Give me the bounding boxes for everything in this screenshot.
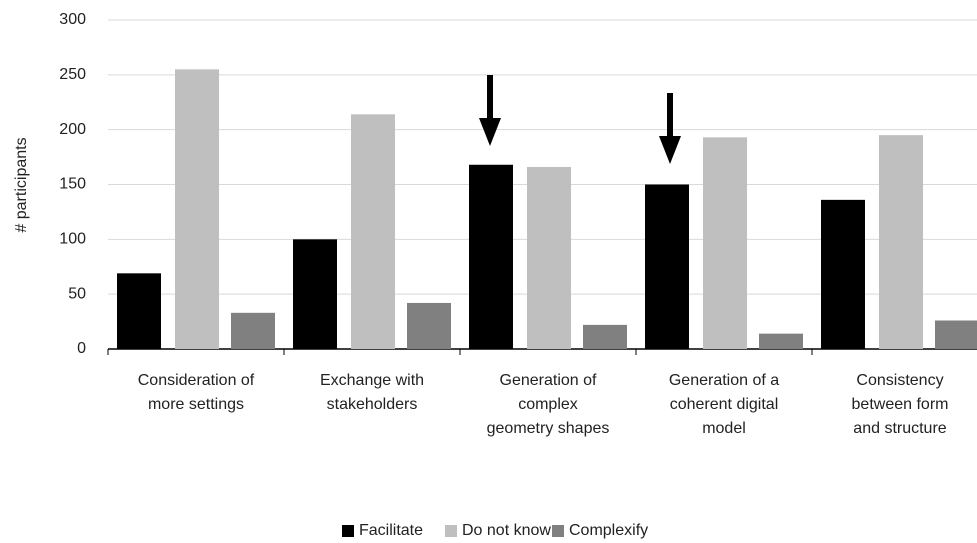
bar: [407, 302, 451, 349]
bar: [935, 320, 977, 349]
bar: [293, 239, 337, 349]
bar: [583, 324, 627, 349]
legend-swatch: [342, 525, 354, 537]
y-tick-label: 300: [59, 11, 86, 28]
y-axis-label: # participants: [13, 137, 30, 232]
bar: [351, 114, 395, 350]
arrow-head: [479, 118, 501, 146]
y-tick-label: 50: [68, 285, 86, 302]
x-tick-label: Generation of complex geometry shapes: [487, 372, 610, 437]
y-tick-label: 200: [59, 121, 86, 138]
y-tick-label: 0: [77, 340, 86, 357]
bar: [759, 333, 803, 349]
legend-swatch: [552, 525, 564, 537]
bar: [469, 164, 513, 349]
bar: [117, 273, 161, 349]
legend-label: Do not know: [462, 522, 551, 539]
x-tick-label: Exchange with stakeholders: [320, 372, 424, 413]
bar: [527, 166, 571, 349]
y-tick-label: 250: [59, 66, 86, 83]
annotation-arrows: [479, 75, 681, 164]
y-tick-label: 100: [59, 231, 86, 248]
legend-label: Complexify: [569, 522, 648, 539]
bar: [645, 184, 689, 349]
bar: [703, 137, 747, 349]
x-tick-label: Consideration of more settings: [138, 372, 255, 413]
arrow-head: [659, 136, 681, 164]
bar: [175, 69, 219, 349]
bar: [821, 199, 865, 349]
bar: [231, 312, 275, 349]
x-tick-label: Consistency between form and structure: [852, 372, 949, 437]
bar: [879, 135, 923, 349]
x-tick-label: Generation of a coherent digital model: [669, 372, 779, 437]
legend-label: Facilitate: [359, 522, 423, 539]
y-tick-label: 150: [59, 176, 86, 193]
legend-swatch: [445, 525, 457, 537]
